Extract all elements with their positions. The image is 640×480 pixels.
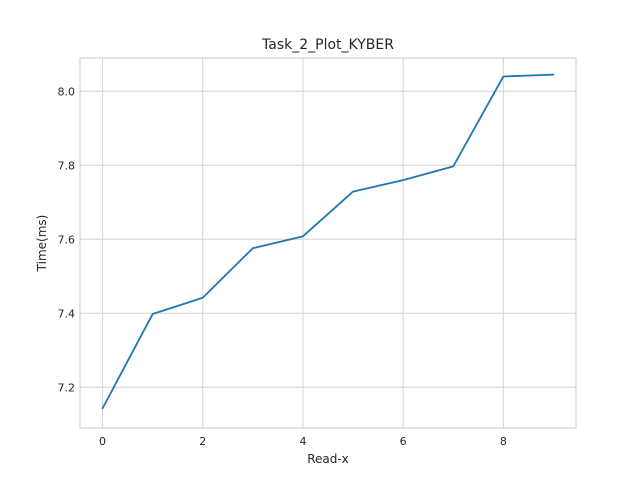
y-tick-label: 7.4 (58, 307, 76, 320)
y-tick-label: 7.2 (58, 381, 76, 394)
x-tick-label: 4 (299, 435, 306, 448)
x-tick-label: 2 (199, 435, 206, 448)
plot-frame (79, 57, 577, 429)
chart-title: Task_2_Plot_KYBER (261, 37, 394, 53)
y-tick-label: 7.8 (58, 159, 76, 172)
y-axis-label: Time(ms) (35, 215, 49, 273)
x-tick-label: 8 (500, 435, 507, 448)
y-tick-label: 8.0 (58, 85, 76, 98)
x-tick-label: 0 (99, 435, 106, 448)
x-tick-label: 6 (400, 435, 407, 448)
grid-lines (80, 58, 576, 428)
series-layer (101, 73, 555, 410)
tick-labels: 0 2 4 6 8 7.2 7.4 7.6 7.8 8.0 (58, 85, 507, 448)
x-axis-label: Read-x (307, 452, 349, 466)
y-tick-label: 7.6 (58, 233, 76, 246)
series-line (101, 73, 555, 410)
